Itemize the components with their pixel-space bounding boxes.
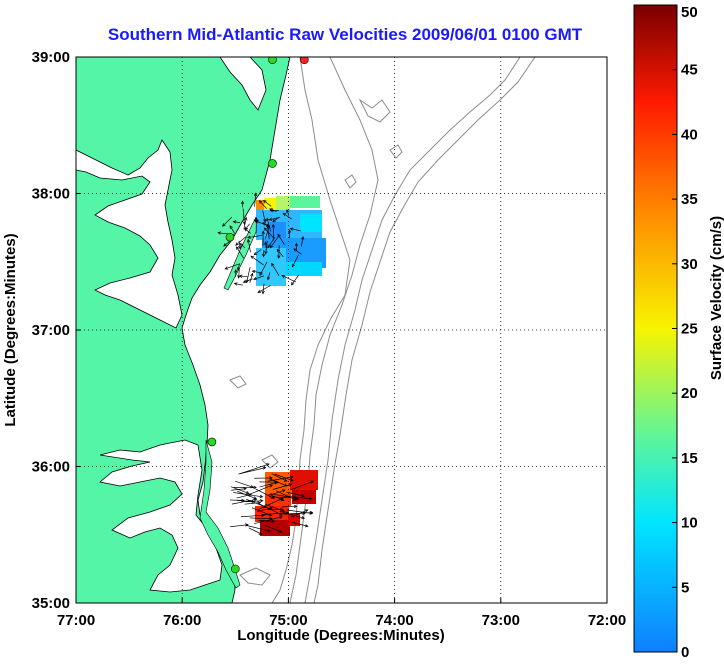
- colorbar-tick-label: 45: [681, 62, 698, 79]
- y-tick-label: 37:00: [32, 322, 70, 339]
- colorbar-tick-label: 35: [681, 191, 698, 208]
- x-tick-label: 72:00: [588, 612, 626, 629]
- colorbar-label: Surface Velocity (cm/s): [708, 216, 724, 380]
- x-tick-label: 73:00: [482, 612, 520, 629]
- colorbar-tick-label: 0: [681, 644, 689, 659]
- colorbar-tick-label: 5: [681, 579, 689, 596]
- radar-station-marker: [231, 565, 239, 573]
- colorbar-tick-label: 20: [681, 385, 698, 402]
- x-axis-label: Longitude (Degrees:Minutes): [237, 627, 445, 644]
- colorbar-tick-label: 40: [681, 126, 698, 143]
- colorbar-tick-label: 10: [681, 515, 698, 532]
- colorbar-tick-label: 15: [681, 450, 698, 467]
- colorbar-tick-label: 50: [681, 4, 698, 21]
- map-title: Southern Mid-Atlantic Raw Velocities 200…: [108, 25, 583, 44]
- x-tick-label: 77:00: [57, 612, 95, 629]
- y-tick-label: 35:00: [32, 595, 70, 612]
- colorbar: [634, 5, 677, 652]
- y-axis-label: Latitude (Degrees:Minutes): [2, 233, 19, 426]
- x-tick-label: 76:00: [163, 612, 201, 629]
- y-tick-label: 39:00: [32, 49, 70, 66]
- y-tick-label: 38:00: [32, 186, 70, 203]
- radar-station-marker: [226, 233, 234, 241]
- radar-station-marker: [268, 159, 276, 167]
- radar-station-marker: [208, 438, 216, 446]
- colorbar-tick-label: 25: [681, 321, 698, 338]
- colorbar-tick-label: 30: [681, 256, 698, 273]
- latitude-ticks: 39:00 38:00 37:00 36:00 35:00: [32, 49, 81, 612]
- y-tick-label: 36:00: [32, 459, 70, 476]
